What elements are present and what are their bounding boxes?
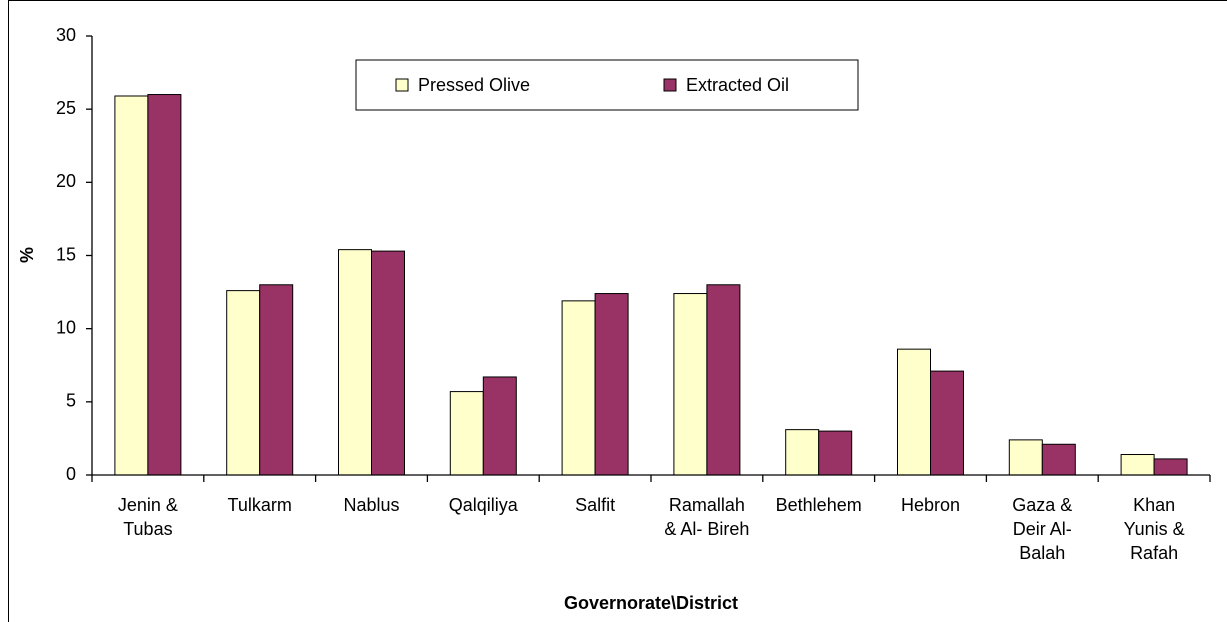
bar <box>897 348 931 476</box>
bar <box>706 284 741 476</box>
x-tick-label: Qalqiliya <box>449 495 519 515</box>
y-tick-label: 25 <box>56 98 76 118</box>
bar <box>338 249 372 476</box>
legend-box <box>355 59 859 111</box>
x-axis-title: Governorate\District <box>564 593 738 613</box>
legend-swatch <box>395 78 409 92</box>
x-tick-label: Tulkarm <box>228 495 292 515</box>
bar <box>785 429 820 476</box>
bar <box>449 391 484 476</box>
bar <box>371 250 405 476</box>
bar <box>1041 443 1076 476</box>
legend-label: Extracted Oil <box>686 75 789 95</box>
y-axis-title: % <box>17 247 37 263</box>
bar <box>114 95 149 476</box>
x-tick-label: Salfit <box>575 495 615 515</box>
bar <box>1008 439 1043 476</box>
bar <box>147 94 182 476</box>
y-tick-label: 15 <box>56 244 76 264</box>
x-tick-label: Nablus <box>343 495 399 515</box>
legend-swatch <box>663 78 677 92</box>
bar <box>1120 454 1155 476</box>
x-tick-label: Ramallah & Al- Bireh <box>664 495 749 539</box>
chart-frame <box>8 0 1227 622</box>
bar <box>673 293 708 476</box>
y-tick-label: 0 <box>66 464 76 484</box>
bar <box>561 300 596 476</box>
bar <box>930 370 964 476</box>
x-tick-label: Bethlehem <box>776 495 862 515</box>
y-tick-label: 10 <box>56 317 76 337</box>
legend-label: Pressed Olive <box>418 75 530 95</box>
bar <box>259 284 294 476</box>
bar <box>482 376 517 476</box>
bar <box>1153 458 1188 476</box>
x-tick-label: Hebron <box>901 495 960 515</box>
x-tick-label: Khan Yunis & Rafah <box>1124 495 1185 563</box>
y-tick-label: 30 <box>56 25 76 45</box>
x-tick-label: Gaza & Deir Al-Balah <box>1012 495 1072 563</box>
y-tick-label: 5 <box>66 391 76 411</box>
y-tick-label: 20 <box>56 171 76 191</box>
bar <box>594 293 629 476</box>
bar <box>226 290 261 476</box>
bar <box>818 430 853 476</box>
x-tick-label: Jenin & Tubas <box>118 495 178 539</box>
